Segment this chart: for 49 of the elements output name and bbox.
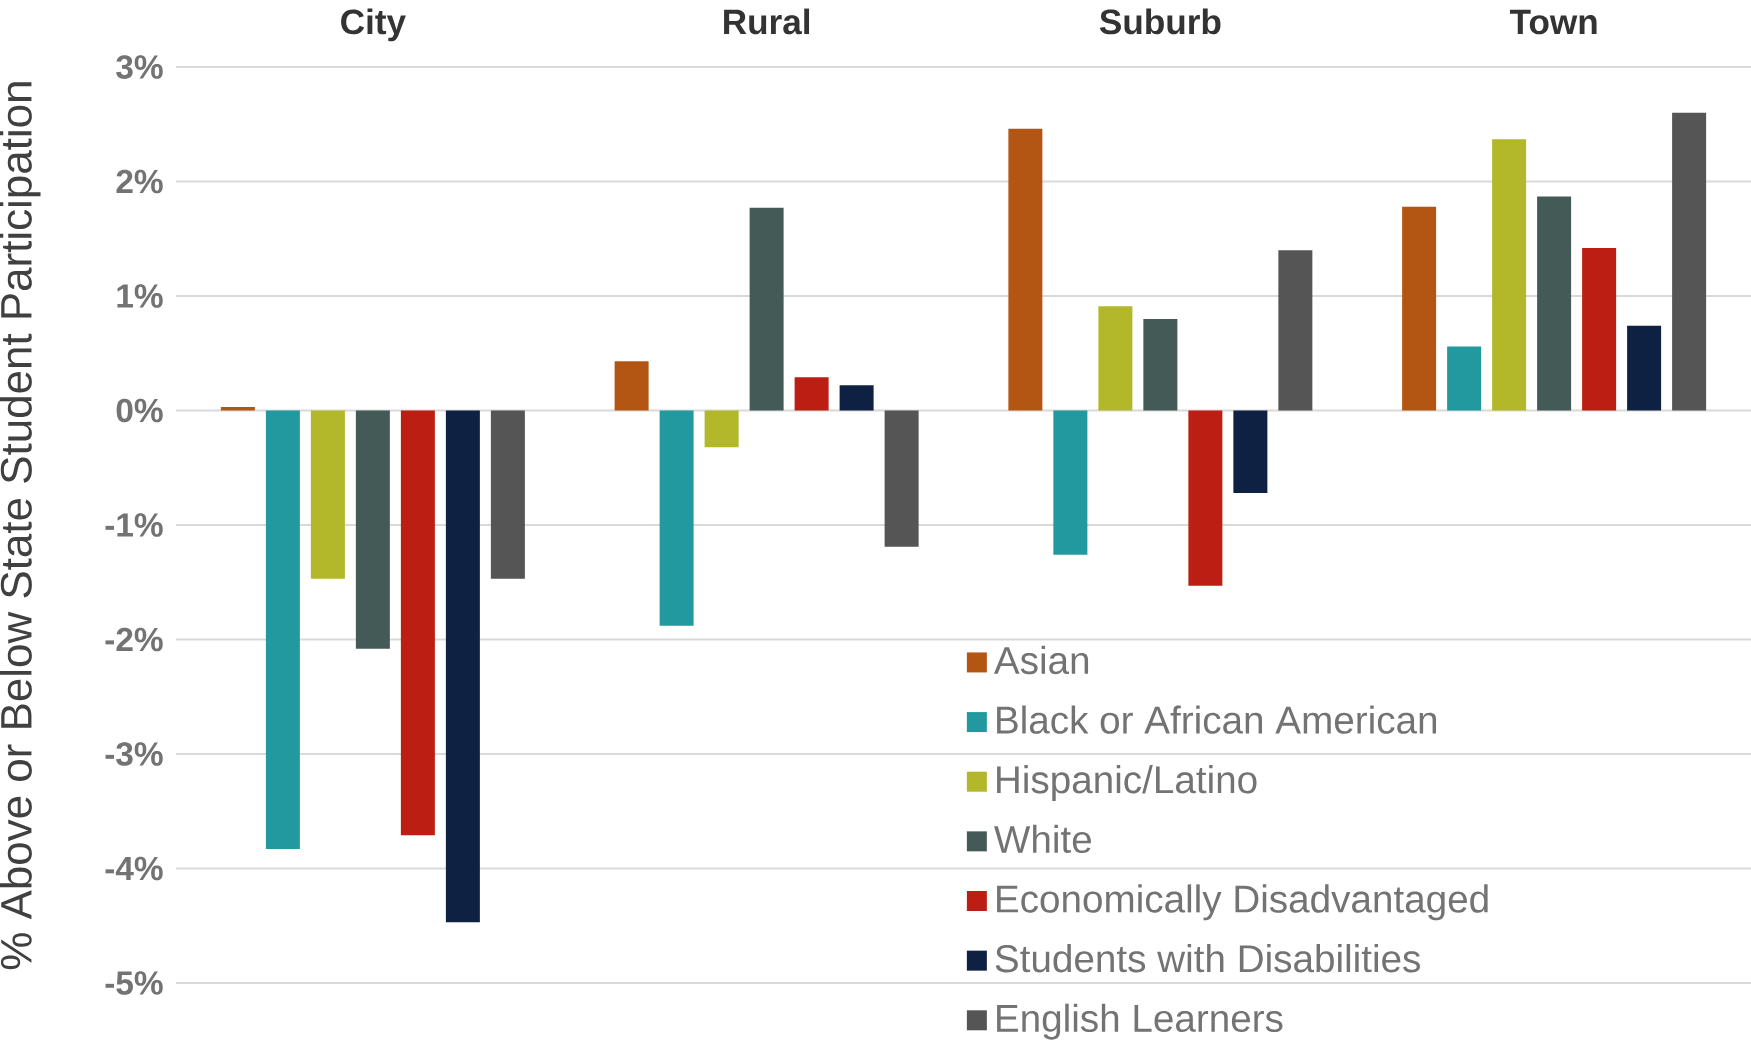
bar bbox=[1672, 112, 1707, 411]
bar bbox=[839, 385, 874, 411]
legend-label: White bbox=[994, 824, 1091, 854]
y-tick-label: 0% bbox=[116, 398, 163, 423]
bar bbox=[1233, 410, 1268, 493]
bar bbox=[704, 410, 739, 448]
bar bbox=[884, 410, 919, 547]
bar bbox=[1582, 247, 1617, 411]
bar bbox=[1278, 250, 1313, 411]
y-tick-label: -1% bbox=[105, 513, 163, 537]
bar bbox=[1008, 128, 1043, 411]
bar bbox=[445, 410, 480, 923]
y-tick-label: -5% bbox=[105, 971, 163, 995]
y-tick-label: -4% bbox=[105, 856, 163, 881]
bar bbox=[1492, 139, 1527, 411]
bar bbox=[659, 410, 694, 626]
legend-label: English Learners bbox=[997, 1003, 1283, 1040]
y-tick-label: -2% bbox=[105, 627, 163, 652]
bar bbox=[265, 410, 300, 850]
bar bbox=[1447, 346, 1482, 411]
x-tick-label: Town bbox=[1509, 9, 1597, 35]
legend-label: Hispanic/Latino bbox=[997, 765, 1257, 802]
bar bbox=[614, 361, 649, 411]
legend-label: Students with Disabilities bbox=[995, 944, 1420, 973]
legend-label: Black or African American bbox=[997, 705, 1437, 734]
bar bbox=[1053, 410, 1088, 555]
y-tick-label: 3% bbox=[116, 55, 163, 79]
legend-label: Asian bbox=[993, 645, 1089, 675]
y-tick-label: 2% bbox=[116, 169, 163, 194]
bar bbox=[355, 410, 390, 649]
bar bbox=[220, 407, 255, 411]
y-tick-label: 1% bbox=[117, 284, 163, 308]
bar bbox=[1188, 410, 1223, 586]
legend-label: Economically Disadvantaged bbox=[997, 884, 1488, 921]
bar bbox=[1402, 206, 1437, 411]
x-tick-label: Suburb bbox=[1099, 8, 1221, 35]
bar bbox=[310, 410, 345, 579]
bar bbox=[1627, 325, 1662, 411]
y-axis-title: % Above or Below State Student Participation bbox=[0, 82, 41, 970]
bar bbox=[1537, 196, 1572, 411]
x-tick-label: Rural bbox=[724, 8, 810, 35]
bar bbox=[1143, 318, 1178, 411]
bar bbox=[400, 410, 435, 836]
bar bbox=[794, 377, 829, 411]
x-tick-label: City bbox=[341, 8, 406, 42]
bar bbox=[749, 207, 784, 411]
y-tick-label: -3% bbox=[105, 742, 163, 766]
bar bbox=[1098, 306, 1133, 411]
bar bbox=[490, 410, 525, 579]
